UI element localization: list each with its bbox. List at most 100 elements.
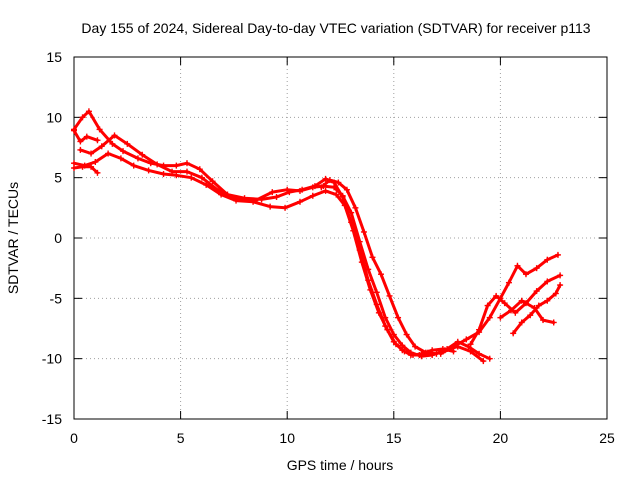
data-point bbox=[322, 175, 329, 182]
data-point bbox=[196, 166, 203, 173]
data-point bbox=[375, 309, 382, 316]
data-point bbox=[296, 198, 303, 205]
y-tick-label: 15 bbox=[46, 49, 62, 65]
data-point bbox=[522, 271, 529, 278]
data-point bbox=[173, 172, 180, 179]
data-point bbox=[173, 162, 180, 169]
series-line bbox=[72, 129, 99, 143]
data-point bbox=[392, 341, 399, 348]
data-point bbox=[486, 314, 493, 321]
data-point bbox=[373, 289, 380, 296]
data-point bbox=[322, 187, 329, 194]
data-point bbox=[71, 165, 77, 172]
data-point bbox=[348, 209, 355, 216]
data-point bbox=[476, 326, 483, 333]
data-point bbox=[339, 192, 346, 199]
data-point bbox=[412, 343, 419, 350]
series-track-2 bbox=[71, 150, 457, 359]
data-point bbox=[557, 272, 564, 279]
plot-frame bbox=[73, 56, 608, 420]
data-point bbox=[296, 187, 303, 194]
data-point bbox=[209, 178, 216, 185]
data-point bbox=[544, 297, 551, 304]
data-point bbox=[77, 138, 84, 145]
data-point bbox=[331, 184, 338, 191]
y-tick-label: -10 bbox=[42, 351, 62, 367]
data-point bbox=[540, 317, 547, 324]
data-point bbox=[480, 358, 487, 365]
series-line bbox=[72, 109, 430, 357]
data-point bbox=[77, 146, 84, 153]
data-point bbox=[390, 331, 397, 338]
series-line bbox=[72, 165, 99, 175]
series-track-8 bbox=[497, 297, 557, 326]
data-point bbox=[188, 174, 195, 181]
data-point bbox=[501, 300, 508, 307]
y-tick-label: 5 bbox=[54, 170, 62, 186]
data-point bbox=[450, 343, 457, 350]
x-tick-label: 0 bbox=[70, 430, 78, 446]
data-point bbox=[527, 312, 534, 319]
data-point bbox=[367, 286, 374, 293]
data-point bbox=[544, 256, 551, 263]
data-point bbox=[309, 192, 316, 199]
data-point bbox=[326, 177, 333, 184]
data-point bbox=[134, 155, 141, 162]
data-point bbox=[557, 282, 564, 289]
axis-ticks bbox=[73, 56, 608, 420]
data-point bbox=[360, 228, 367, 235]
data-point bbox=[124, 140, 131, 147]
x-tick-label: 20 bbox=[493, 430, 509, 446]
data-point bbox=[130, 162, 137, 169]
data-point bbox=[378, 271, 385, 278]
data-point bbox=[505, 279, 512, 286]
data-point bbox=[105, 150, 112, 157]
series-track-5 bbox=[437, 251, 561, 357]
data-point bbox=[85, 108, 92, 115]
data-point bbox=[510, 330, 517, 337]
data-point bbox=[422, 349, 429, 356]
series-track-3 bbox=[77, 132, 487, 365]
series-track-9 bbox=[71, 127, 101, 145]
data-point bbox=[493, 292, 500, 299]
data-point bbox=[518, 319, 525, 326]
data-point bbox=[111, 132, 118, 139]
data-point bbox=[203, 181, 210, 188]
data-point bbox=[401, 348, 408, 355]
data-point bbox=[512, 309, 519, 316]
data-point bbox=[284, 186, 291, 193]
data-point bbox=[535, 302, 542, 309]
data-point bbox=[352, 204, 359, 211]
series-line bbox=[72, 152, 455, 357]
data-point bbox=[386, 292, 393, 299]
data-point bbox=[139, 151, 146, 158]
data-point bbox=[382, 314, 389, 321]
data-point bbox=[215, 187, 222, 194]
data-point bbox=[407, 349, 414, 356]
series-line bbox=[469, 273, 562, 346]
data-point bbox=[183, 160, 190, 167]
x-tick-label: 5 bbox=[177, 430, 185, 446]
data-point bbox=[282, 204, 289, 211]
data-point bbox=[92, 158, 99, 165]
x-tick-labels: 0 5 10 15 20 25 bbox=[70, 430, 615, 446]
data-point bbox=[318, 184, 325, 191]
data-point bbox=[544, 278, 551, 285]
data-point bbox=[484, 302, 491, 309]
data-point bbox=[145, 167, 152, 174]
grid-lines bbox=[74, 57, 607, 419]
data-point bbox=[418, 353, 425, 360]
data-series bbox=[71, 108, 564, 365]
data-point bbox=[120, 148, 127, 155]
y-tick-label: -5 bbox=[50, 290, 63, 306]
data-point bbox=[508, 307, 515, 314]
data-point bbox=[94, 137, 101, 144]
data-point bbox=[518, 297, 525, 304]
x-tick-label: 25 bbox=[599, 430, 615, 446]
data-point bbox=[109, 140, 116, 147]
data-point bbox=[554, 251, 561, 258]
data-point bbox=[96, 126, 103, 133]
series-track-6 bbox=[467, 272, 564, 348]
data-point bbox=[369, 254, 376, 261]
data-point bbox=[550, 319, 557, 326]
